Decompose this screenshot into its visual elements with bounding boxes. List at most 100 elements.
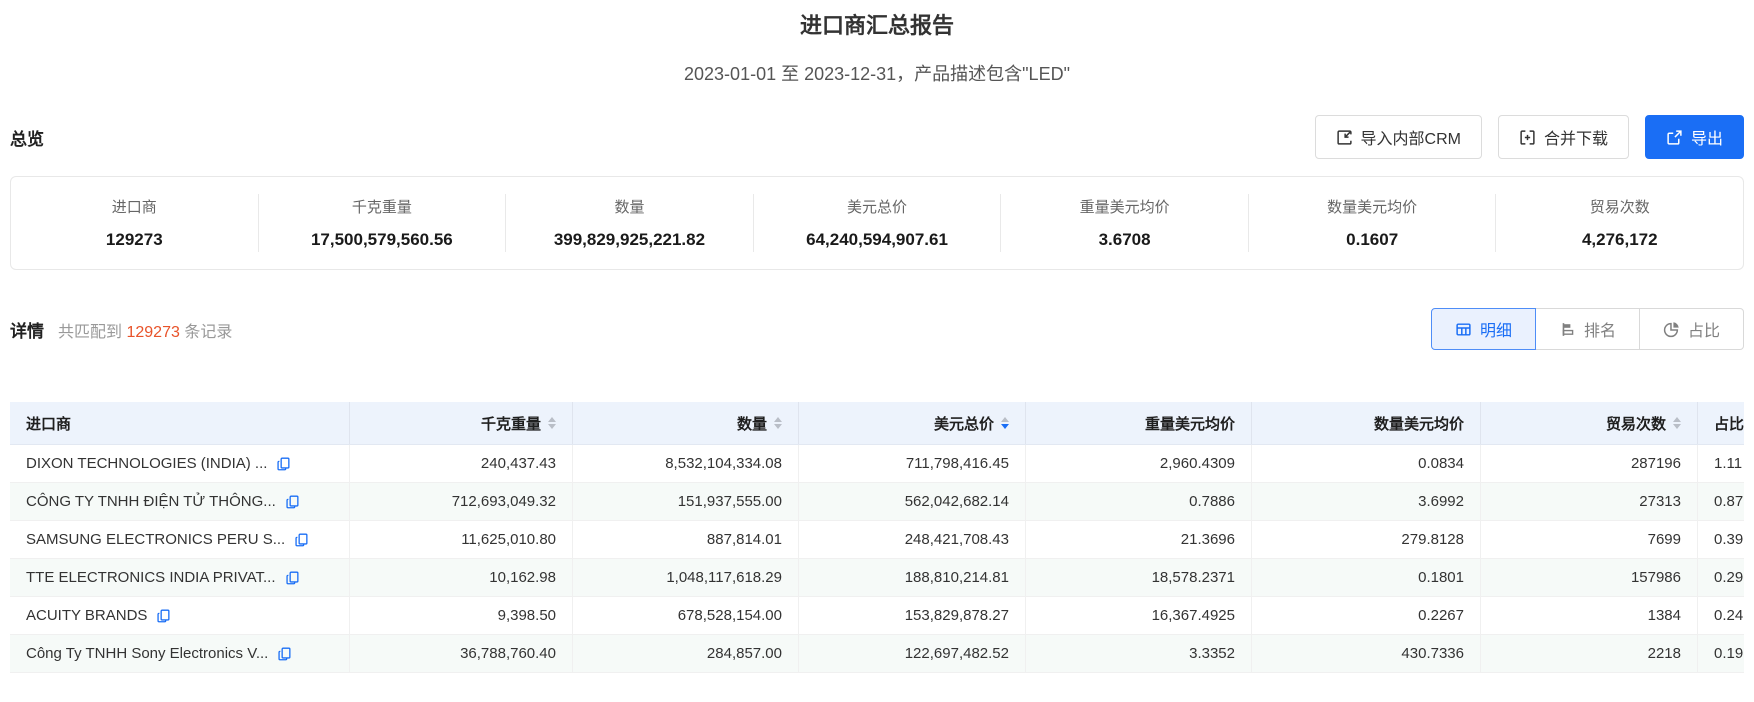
importer-name: CÔNG TY TNHH ĐIỆN TỬ THÔNG... (26, 493, 276, 510)
cell-usd-per-qty: 0.2267 (1252, 597, 1481, 634)
import-crm-button-label: 导入内部CRM (1360, 131, 1461, 148)
stat-value: 129273 (105, 230, 163, 249)
sort-icon[interactable] (548, 417, 556, 429)
stat-value: 4,276,172 (1581, 230, 1658, 249)
column-label: 数量美元均价 (1373, 415, 1464, 433)
match-summary: 共匹配到 129273 条记录 (58, 318, 232, 342)
cell-value: 7699 (1647, 531, 1681, 548)
cell-usd-per-weight: 16,367.4925 (1026, 597, 1252, 634)
cell-share: 0.19 (1698, 635, 1744, 672)
copy-icon[interactable] (276, 456, 291, 472)
cell-value: 0.1801 (1418, 569, 1464, 586)
importer-name: ACUITY BRANDS (26, 607, 148, 624)
column-header-quantity[interactable]: 数量 (573, 402, 799, 444)
cell-value: 36,788,760.40 (460, 645, 556, 662)
cell-value: 3.3352 (1189, 645, 1235, 662)
table-row[interactable]: DIXON TECHNOLOGIES (INDIA) ... 240,437.43… (10, 445, 1744, 483)
match-suffix: 条记录 (184, 323, 233, 341)
cell-value: 0.0834 (1418, 455, 1464, 472)
cell-value: 1384 (1647, 607, 1681, 624)
tab-share[interactable]: 占比 (1639, 308, 1744, 350)
summary-stats-card: 进口商 129273 千克重量 17,500,579,560.56 数量 399… (10, 176, 1744, 270)
cell-share: 0.24 (1698, 597, 1744, 634)
table-row[interactable]: CÔNG TY TNHH ĐIỆN TỬ THÔNG... 712,693,049… (10, 483, 1744, 521)
page-title: 进口商汇总报告 (799, 13, 954, 38)
cell-value: 27313 (1639, 493, 1681, 510)
import-crm-button[interactable]: 导入内部CRM (1314, 115, 1482, 159)
cell-share: 0.29 (1698, 559, 1744, 596)
copy-icon[interactable] (277, 646, 292, 662)
cell-trades: 27313 (1481, 483, 1698, 520)
tab-share-label: 占比 (1687, 323, 1720, 340)
export-icon (1666, 129, 1683, 146)
column-header-importer: 进口商 (10, 402, 350, 444)
table-row[interactable]: ACUITY BRANDS 9,398.50 678,528,154.00 153,8… (10, 597, 1744, 635)
cell-share: 1.11 (1698, 445, 1744, 482)
cell-trades: 287196 (1481, 445, 1698, 482)
cell-value: 562,042,682.14 (904, 493, 1009, 510)
cell-trades: 2218 (1481, 635, 1698, 672)
table-body: DIXON TECHNOLOGIES (INDIA) ... 240,437.43… (10, 445, 1744, 673)
column-label: 美元总价 (933, 415, 994, 433)
merge-download-button-label: 合并下载 (1543, 131, 1608, 148)
copy-icon[interactable] (156, 608, 171, 624)
tab-detail[interactable]: 明细 (1431, 308, 1536, 350)
cell-usd-per-weight: 3.3352 (1026, 635, 1252, 672)
importer-name: TTE ELECTRONICS INDIA PRIVAT... (26, 569, 276, 586)
tab-ranking[interactable]: 排名 (1535, 308, 1640, 350)
cell-value: 122,697,482.52 (904, 645, 1009, 662)
column-label: 进口商 (26, 415, 72, 433)
stat-usd-total: 美元总价 64,240,594,907.61 (754, 194, 1002, 252)
cell-usd-total: 562,042,682.14 (799, 483, 1026, 520)
overview-header: 总览 导入内部CRM 合并下载 导出 (10, 114, 1744, 160)
cell-weight-kg: 712,693,049.32 (350, 483, 573, 520)
cell-value: 2218 (1647, 645, 1681, 662)
stat-trade-count: 贸易次数 4,276,172 (1496, 194, 1743, 252)
cell-weight-kg: 9,398.50 (350, 597, 573, 634)
merge-download-button[interactable]: 合并下载 (1497, 115, 1629, 159)
cell-usd-total: 711,798,416.45 (799, 445, 1026, 482)
stat-value: 64,240,594,907.61 (806, 230, 948, 249)
cell-value: 240,437.43 (480, 455, 556, 472)
sort-icon-active-desc[interactable] (1001, 417, 1009, 429)
column-header-usd-total[interactable]: 美元总价 (799, 402, 1026, 444)
copy-icon[interactable] (294, 532, 309, 548)
column-header-weight-kg[interactable]: 千克重量 (350, 402, 573, 444)
column-label: 千克重量 (480, 415, 541, 433)
cell-trades: 7699 (1481, 521, 1698, 558)
cell-quantity: 1,048,117,618.29 (573, 559, 799, 596)
details-section-label: 详情 (10, 321, 44, 341)
cell-value: 0.2267 (1418, 607, 1464, 624)
cell-value: 430.7336 (1401, 645, 1464, 662)
export-button[interactable]: 导出 (1644, 115, 1744, 159)
cell-usd-total: 188,810,214.81 (799, 559, 1026, 596)
cell-quantity: 284,857.00 (573, 635, 799, 672)
cell-usd-per-weight: 21.3696 (1026, 521, 1252, 558)
cell-value: 10,162.98 (489, 569, 556, 586)
sort-icon[interactable] (1673, 417, 1681, 429)
column-label: 占比 (1714, 415, 1744, 433)
cell-quantity: 8,532,104,334.08 (573, 445, 799, 482)
cell-value: 1,048,117,618.29 (666, 569, 782, 586)
cell-quantity: 887,814.01 (573, 521, 799, 558)
stat-label: 贸易次数 (1589, 199, 1650, 216)
overview-section-label: 总览 (10, 129, 44, 149)
stat-importers: 进口商 129273 (11, 194, 259, 252)
cell-usd-per-qty: 0.1801 (1252, 559, 1481, 596)
importer-name: DIXON TECHNOLOGIES (INDIA) ... (26, 455, 268, 472)
table-row[interactable]: TTE ELECTRONICS INDIA PRIVAT... 10,162.98… (10, 559, 1744, 597)
copy-icon[interactable] (285, 494, 300, 510)
copy-icon[interactable] (285, 570, 300, 586)
details-header: 详情 共匹配到 129273 条记录 明细 排名 (10, 308, 1744, 350)
column-header-trades[interactable]: 贸易次数 (1481, 402, 1698, 444)
cell-usd-per-weight: 2,960.4309 (1026, 445, 1252, 482)
cell-value: 0.29 (1714, 569, 1744, 586)
sort-icon[interactable] (774, 417, 782, 429)
cell-usd-per-weight: 0.7886 (1026, 483, 1252, 520)
stat-value: 17,500,579,560.56 (310, 230, 453, 249)
cell-importer: DIXON TECHNOLOGIES (INDIA) ... (10, 445, 350, 482)
table-row[interactable]: SAMSUNG ELECTRONICS PERU S... 11,625,010.… (10, 521, 1744, 559)
table-row[interactable]: Công Ty TNHH Sony Electronics V... 36,788… (10, 635, 1744, 673)
column-header-share: 占比 (1698, 402, 1744, 444)
match-prefix: 共匹配到 (58, 323, 123, 341)
